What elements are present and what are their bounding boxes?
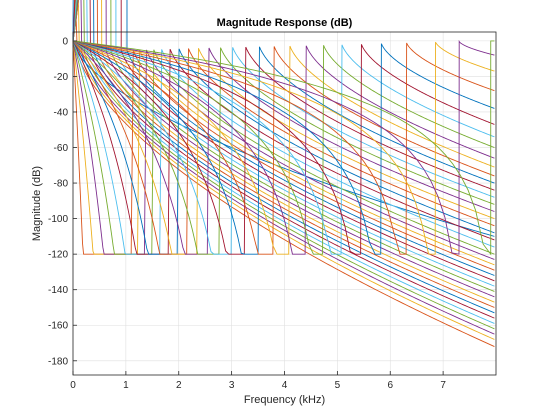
series-line [72,40,495,255]
series-line [72,0,495,303]
series-line [72,39,495,255]
x-tick-label: 2 [176,380,182,391]
series-line [72,40,495,255]
series-line [72,40,495,255]
x-tick-label: 7 [440,380,446,391]
series-line [72,40,495,255]
series-line [72,40,495,255]
y-tick-label: -160 [48,321,68,332]
series-line [72,40,495,255]
series-line [72,0,495,340]
series-line [72,40,495,255]
series-line [72,40,495,255]
series-line [72,0,495,330]
series-line [72,0,495,282]
series-layer [72,0,495,347]
series-line [72,40,495,237]
series-line [72,40,495,255]
y-tick-label: -40 [54,107,69,118]
y-tick-label: -100 [48,214,68,225]
y-tick-label: 0 [62,36,68,47]
x-tick-label: 3 [229,380,235,391]
series-line [72,40,495,256]
x-tick-label: 0 [70,380,76,391]
series-line [72,0,495,298]
y-tick-label: -60 [54,143,69,154]
series-line [72,40,495,255]
y-axis-label: Magnitude (dB) [31,166,43,241]
series-line [72,0,495,308]
y-tick-label: -20 [54,72,69,83]
series-line [72,40,495,255]
x-tick-label: 6 [387,380,393,391]
series-line [72,40,495,255]
chart-title: Magnitude Response (dB) [217,17,353,29]
x-axis-label: Frequency (kHz) [244,394,325,406]
y-tick-label: -140 [48,285,68,296]
ticks: 0 1 2 3 4 5 6 7 0 -20 -40 -60 -80 -100 -120 -140 -160 -18… [48,36,446,391]
series-line [72,40,495,255]
x-tick-label: 1 [123,380,129,391]
series-line [72,0,495,292]
y-tick-label: -80 [54,179,69,190]
series-line [72,0,495,319]
series-line [72,40,495,255]
series-line [72,40,495,255]
series-line [72,0,495,287]
x-tick-label: 5 [335,380,341,391]
x-tick-label: 4 [282,380,288,391]
series-line [72,0,495,276]
series-line [72,40,495,255]
series-line [72,0,495,314]
y-tick-label: -180 [48,356,68,367]
series-line [72,40,495,255]
series-line [72,40,495,255]
series-line [72,0,495,324]
y-tick-label: -120 [48,250,68,261]
